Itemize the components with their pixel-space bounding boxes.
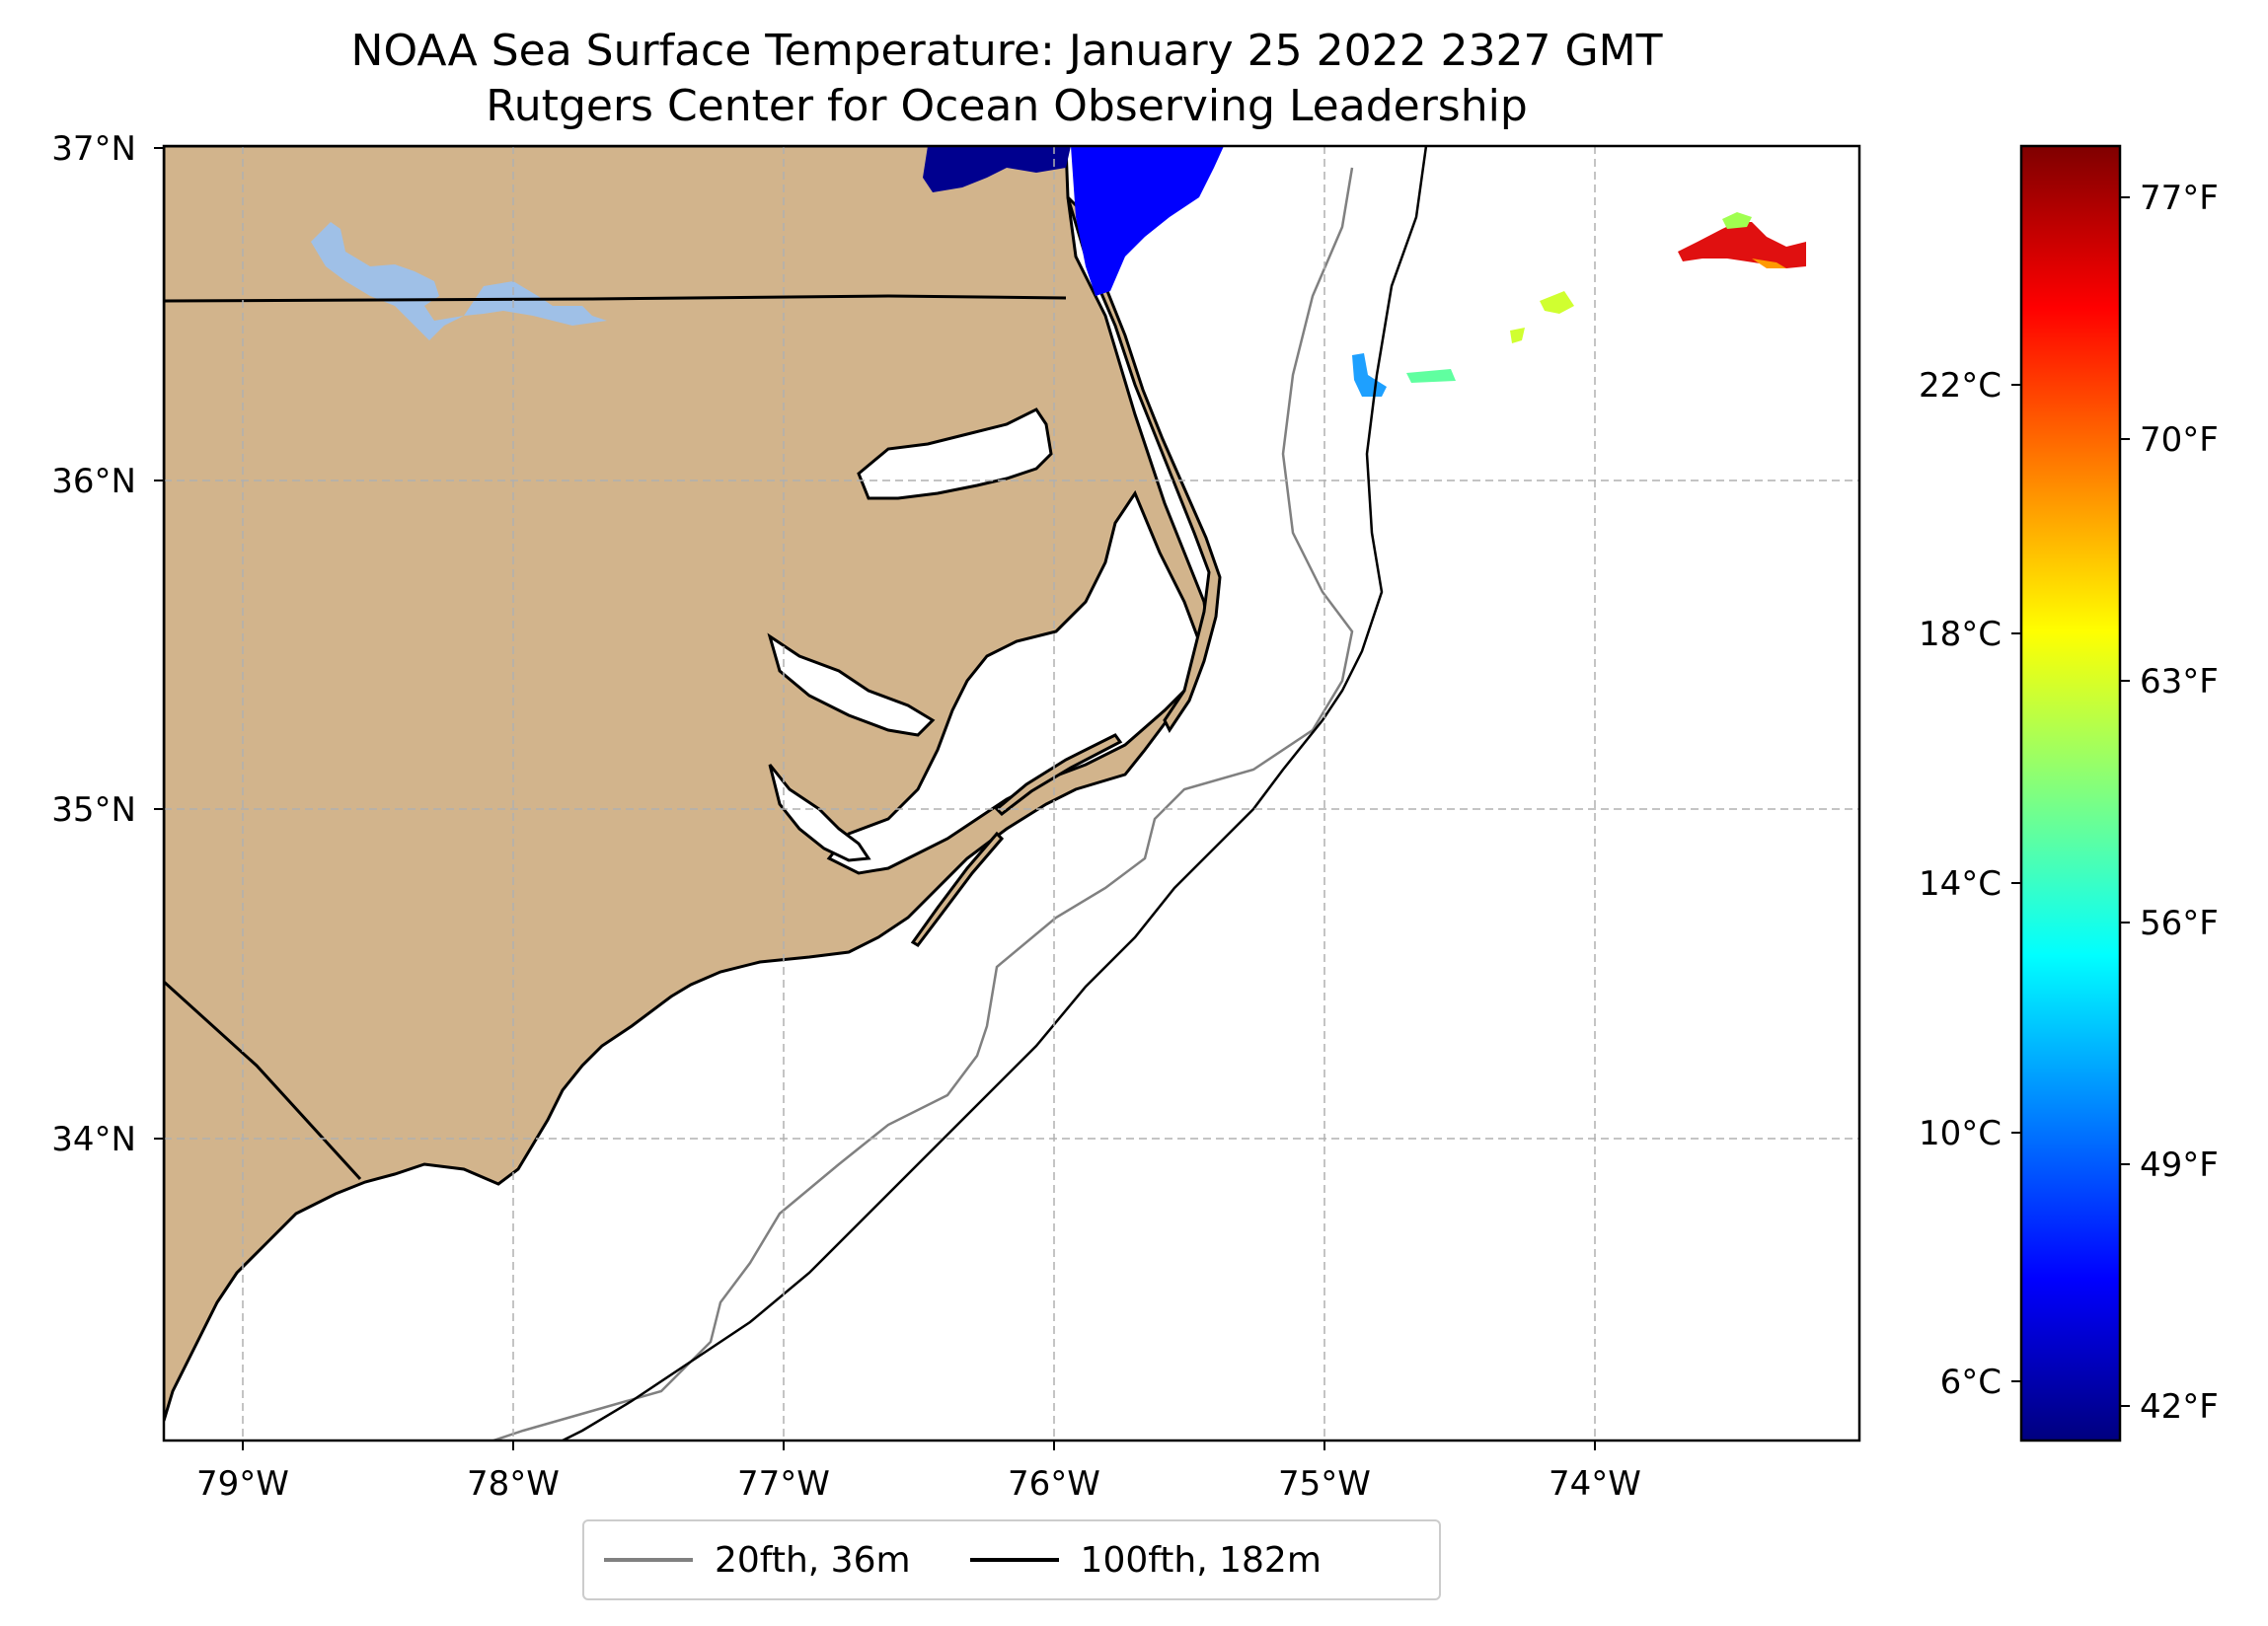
x-tick-label: 75°W [1278,1464,1371,1504]
legend-swatch-20fth [604,1558,693,1562]
map-subtitle: Rutgers Center for Ocean Observing Leade… [486,81,1528,131]
shackleford-banks [910,831,1005,947]
y-axis [154,147,164,1140]
colorbar [2019,144,2122,1442]
sst-patch-gulf-stream-warm-edge [1752,259,1786,268]
colorbar-fahrenheit-label: 70°F [2140,420,2219,460]
colorbar-fahrenheit-label: 49°F [2140,1146,2219,1185]
nc-va-border [164,294,1067,303]
colorbar-celsius-label: 10°C [1919,1114,2002,1153]
colorbar-fahrenheit-label: 56°F [2140,904,2219,943]
x-tick-label: 79°W [196,1464,289,1504]
sst-patch-offshore-warm [1510,291,1574,343]
legend-label-100fth: 100fth, 182m [1080,1539,1322,1581]
legend-label-20fth: 20fth, 36m [715,1539,911,1581]
x-tick-label: 78°W [467,1464,560,1504]
x-tick-label: 77°W [737,1464,830,1504]
colorbar-fahrenheit-ticks [2120,196,2130,1407]
core-banks [994,733,1123,816]
y-tick-label: 35°N [51,790,136,830]
map-frame [162,144,1861,1442]
x-axis [242,1441,1596,1450]
colorbar-celsius-label: 18°C [1919,615,2002,654]
isobath-legend: 20fth, 36m 100fth, 182m [582,1519,1441,1600]
map-title: NOAA Sea Surface Temperature: January 25… [350,26,1663,76]
colorbar-fahrenheit-label: 42°F [2140,1387,2219,1427]
colorbar-celsius-label: 22°C [1919,366,2002,406]
colorbar-celsius-label: 14°C [1919,864,2002,904]
y-tick-label: 34°N [51,1120,136,1159]
colorbar-celsius-ticks [2011,384,2021,1382]
kerr-lake [311,222,607,340]
colorbar-fahrenheit-label: 77°F [2140,179,2219,218]
colorbar-celsius-label: 6°C [1940,1363,2002,1402]
y-tick-label: 36°N [51,462,136,501]
isobath-20fth [492,167,1354,1441]
gridlines [164,146,1859,1441]
legend-item-20fth: 20fth, 36m [604,1540,911,1581]
legend-swatch-100fth [969,1558,1059,1562]
x-tick-label: 76°W [1008,1464,1100,1504]
sst-patch-gulf-stream-cool-edge [1722,212,1752,229]
y-tick-label: 37°N [51,129,136,169]
outer-banks [1066,195,1222,733]
pamlico-river [767,632,936,737]
sst-patch-offshore-mid [1406,369,1456,383]
x-tick-label: 74°W [1549,1464,1641,1504]
sst-patch-gulf-stream [1678,222,1806,268]
neuse-river [768,764,871,862]
sst-patch-shelf-break [1352,353,1387,397]
sst-patch-north-inlet [923,146,1071,192]
albemarle-sound [857,407,1053,500]
pamlico-sound [826,489,1201,875]
legend-item-100fth: 100fth, 182m [969,1539,1322,1581]
isobath-100fth [562,146,1428,1441]
nc-sc-border [164,980,362,1181]
colorbar-fahrenheit-label: 63°F [2140,662,2219,702]
sst-patch-offshore-cold [1071,146,1224,296]
